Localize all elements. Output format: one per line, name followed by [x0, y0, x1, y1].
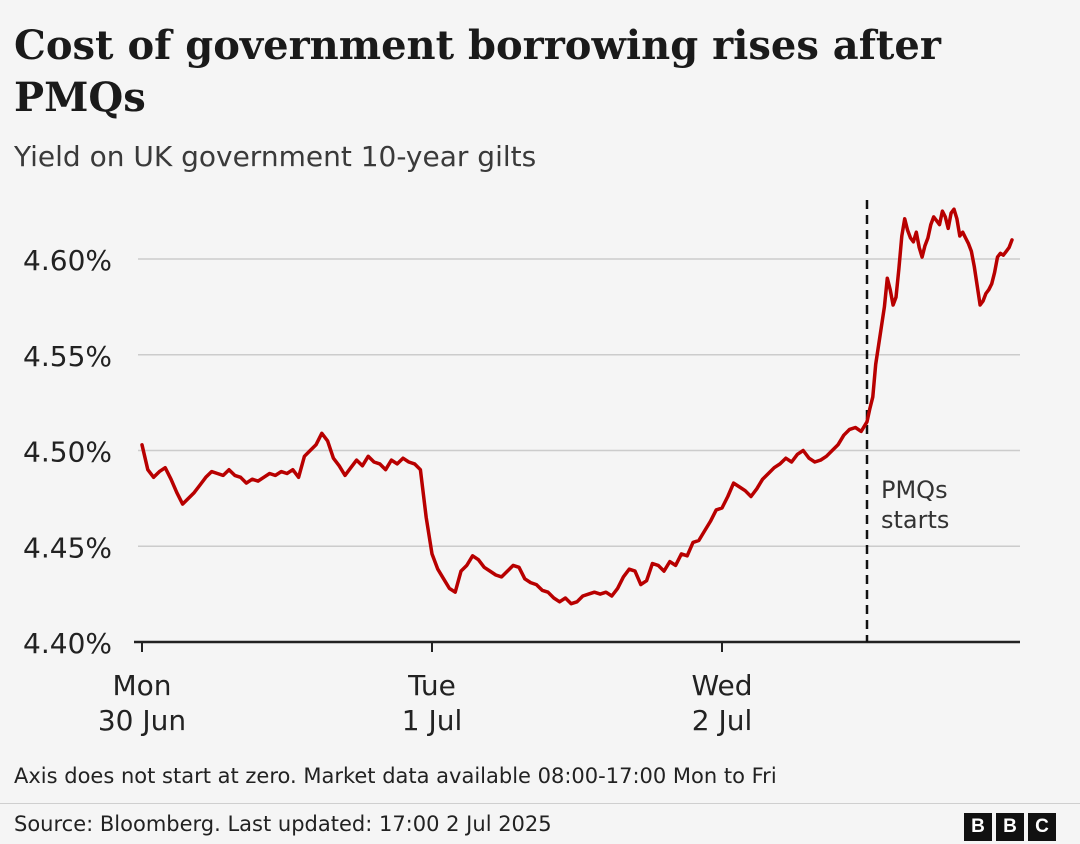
x-tick-label-day: Wed [691, 669, 752, 702]
y-axis-labels: 4.40% 4.45% 4.50% 4.55% 4.60% [23, 244, 112, 660]
x-tick-label-day: Tue [407, 669, 456, 702]
y-tick-label: 4.50% [23, 436, 112, 469]
gridlines [138, 258, 1020, 548]
chart-subtitle: Yield on UK government 10-year gilts [14, 140, 537, 173]
x-tick-label-date: 30 Jun [98, 704, 186, 737]
x-tick-label-day: Mon [112, 669, 171, 702]
bbc-logo: B B C [964, 813, 1056, 841]
axis-note: Axis does not start at zero. Market data… [14, 764, 777, 788]
footer-divider [0, 803, 1080, 804]
series-line-gilt-yield [140, 207, 1014, 606]
logo-letter-b1: B [964, 813, 992, 841]
y-tick-label: 4.55% [23, 340, 112, 373]
x-tick-label-date: 1 Jul [402, 704, 463, 737]
y-tick-label: 4.40% [23, 627, 112, 660]
chart-title: Cost of government borrowing rises after… [14, 22, 941, 121]
pmqs-label-line2: starts [881, 506, 949, 534]
logo-letter-b2: B [996, 813, 1024, 841]
pmqs-label-line1: PMQs [881, 476, 948, 504]
source-text: Source: Bloomberg. Last updated: 17:00 2… [14, 812, 552, 836]
x-tick-label-date: 2 Jul [692, 704, 753, 737]
series-group [140, 207, 1014, 606]
y-tick-label: 4.60% [23, 244, 112, 277]
logo-letter-c: C [1028, 813, 1056, 841]
y-tick-label: 4.45% [23, 531, 112, 564]
